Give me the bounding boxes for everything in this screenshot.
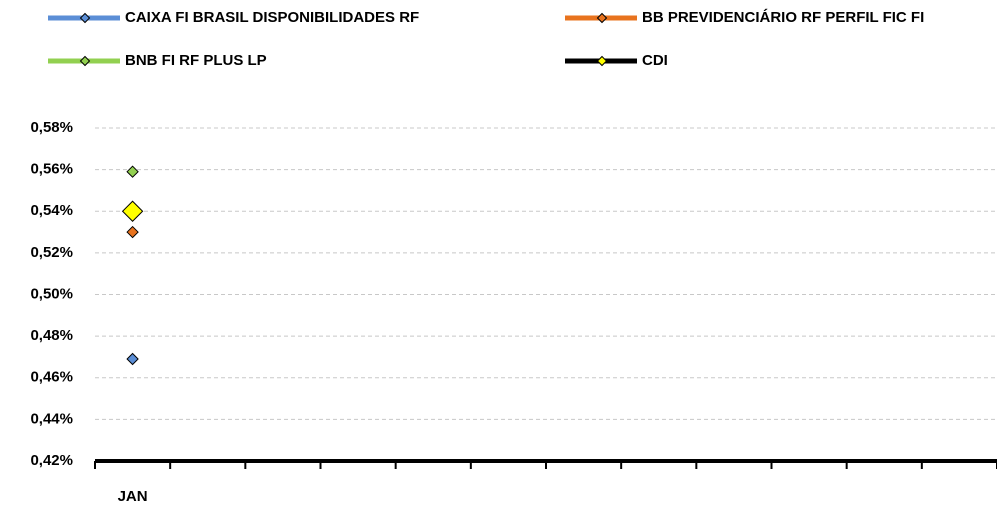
legend-marker [596,55,608,67]
y-tick-label: 0,56% [30,161,73,178]
y-tick-label: 0,42% [30,452,73,469]
x-tick-label: JAN [118,488,148,505]
y-tick-label: 0,50% [30,285,73,302]
y-tick-label: 0,44% [30,410,73,427]
legend-marker [596,12,608,24]
data-marker [126,225,139,239]
data-marker [126,352,139,366]
y-tick-label: 0,58% [30,119,73,136]
y-tick-label: 0,46% [30,369,73,386]
data-marker [126,165,139,178]
y-tick-label: 0,54% [30,202,73,219]
legend-label: BB PREVIDENCIÁRIO RF PERFIL FIC FI [642,9,924,26]
y-tick-label: 0,48% [30,327,73,344]
legend-label: CDI [642,52,668,69]
legend-marker [79,12,91,24]
legend-label: CAIXA FI BRASIL DISPONIBILIDADES RF [125,9,419,26]
legend-label: BNB FI RF PLUS LP [125,52,267,69]
y-tick-label: 0,52% [30,244,73,261]
data-marker [121,200,144,222]
legend-marker [79,55,91,67]
